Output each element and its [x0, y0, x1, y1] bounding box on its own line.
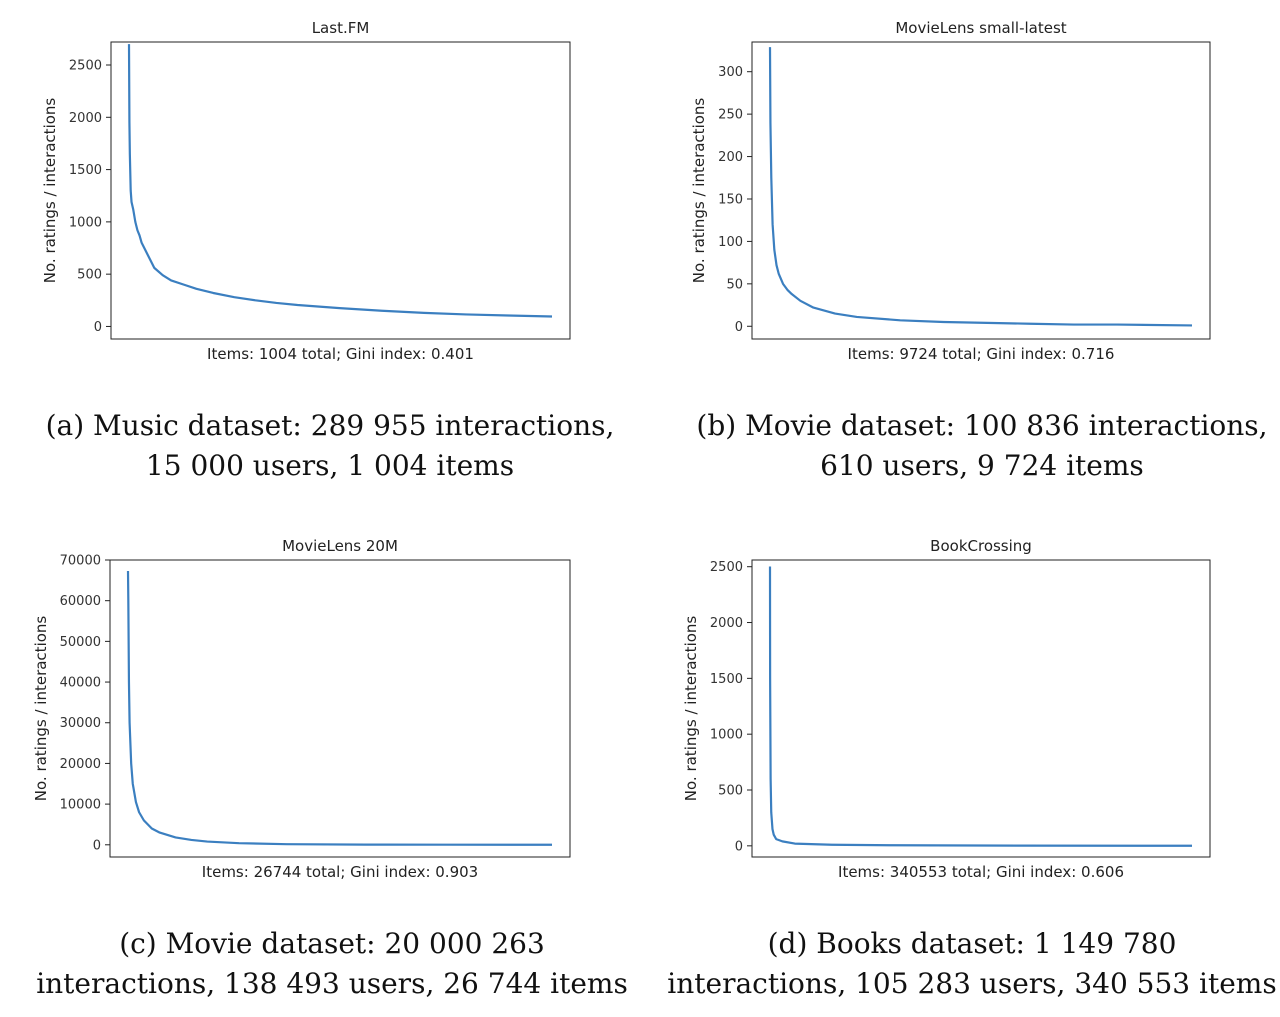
caption-b-line1: (b) Movie dataset: 100 836 interactions,: [696, 409, 1268, 442]
chart-c-ytick-label: 70000: [60, 554, 101, 569]
chart-d: BookCrossing 0 500 1000 1500 2000 2500 No. rati…: [682, 537, 1211, 881]
chart-b-ytick-label: 150: [718, 192, 743, 207]
chart-c: MovieLens 20M 0 10000 20000 30000 40000 50000 6…: [32, 537, 571, 881]
chart-d-ylabel: No. ratings / interactions: [682, 616, 700, 802]
chart-d-series-line: [768, 566, 1192, 847]
chart-d-ytick-label: 2500: [710, 560, 743, 575]
chart-d-title: BookCrossing: [930, 537, 1032, 555]
caption-a-line1: (a) Music dataset: 289 955 interactions,: [45, 409, 615, 442]
chart-b: MovieLens small-latest 0 50 100 150 200 250 300…: [690, 19, 1211, 363]
caption-c-line2: interactions, 138 493 users, 26 744 item…: [36, 967, 628, 1000]
chart-a-xlabel: Items: 1004 total; Gini index: 0.401: [207, 345, 474, 363]
chart-d-ytick-label: 1500: [710, 672, 743, 687]
chart-a-title: Last.FM: [312, 19, 370, 37]
chart-d-xlabel: Items: 340553 total; Gini index: 0.606: [838, 863, 1124, 881]
chart-a-series-line: [127, 44, 553, 318]
caption-a-line2: 15 000 users, 1 004 items: [145, 449, 515, 482]
chart-c-ytick-label: 0: [93, 838, 101, 853]
chart-a-ytick-label: 0: [94, 320, 102, 335]
caption-c-line1: (c) Movie dataset: 20 000 263: [119, 927, 545, 960]
chart-c-ytick-label: 50000: [60, 635, 101, 650]
chart-c-ylabel: No. ratings / interactions: [32, 616, 50, 802]
chart-b-xlabel: Items: 9724 total; Gini index: 0.716: [848, 345, 1115, 363]
chart-b-series-line: [768, 47, 1193, 327]
caption-d-line1: (d) Books dataset: 1 149 780: [767, 927, 1177, 960]
chart-b-ytick-label: 300: [718, 65, 743, 80]
chart-a-frame: [110, 41, 571, 340]
caption-b: (b) Movie dataset: 100 836 interactions,…: [662, 406, 1280, 486]
chart-c-ytick-label: 20000: [60, 757, 101, 772]
chart-c-frame: [109, 559, 571, 858]
chart-a-ytick-label: 1500: [69, 163, 102, 178]
chart-panel-c: MovieLens 20M 0 10000 20000 30000 40000 50000 6…: [0, 520, 640, 1017]
chart-d-ytick-label: 1000: [710, 728, 743, 743]
chart-b-ytick-label: 0: [735, 320, 743, 335]
chart-panel-b: MovieLens small-latest 0 50 100 150 200 250 300…: [640, 0, 1280, 500]
chart-a-ylabel: No. ratings / interactions: [41, 98, 59, 284]
chart-b-ytick-label: 200: [718, 150, 743, 165]
chart-panel-d: BookCrossing 0 500 1000 1500 2000 2500 No. rati…: [640, 520, 1280, 1017]
caption-d: (d) Books dataset: 1 149 780 interaction…: [640, 924, 1280, 1004]
chart-b-ytick-label: 100: [718, 235, 743, 250]
caption-d-line2: interactions, 105 283 users, 340 553 ite…: [667, 967, 1277, 1000]
chart-d-ytick-label: 2000: [710, 616, 743, 631]
chart-b-ylabel: No. ratings / interactions: [690, 98, 708, 284]
chart-c-title: MovieLens 20M: [282, 537, 398, 555]
chart-b-ytick-label: 250: [718, 108, 743, 123]
chart-d-frame: [751, 559, 1211, 858]
chart-b-frame: [751, 41, 1211, 340]
chart-c-xlabel: Items: 26744 total; Gini index: 0.903: [202, 863, 478, 881]
chart-c-series-line: [126, 570, 553, 846]
chart-b-title: MovieLens small-latest: [895, 19, 1066, 37]
chart-c-ytick-label: 60000: [60, 594, 101, 609]
chart-a-ytick-label: 2000: [69, 111, 102, 126]
chart-b-ytick-label: 50: [726, 277, 743, 292]
chart-d-ytick-label: 0: [735, 839, 743, 854]
chart-c-ytick-label: 40000: [60, 676, 101, 691]
chart-panel-a: Last.FM 0 500 1000 1500 2000 2500 No. ratings /…: [0, 0, 640, 500]
chart-a-ytick-label: 500: [77, 268, 102, 283]
chart-d-ytick-label: 500: [718, 784, 743, 799]
chart-c-ytick-label: 10000: [60, 798, 101, 813]
caption-a: (a) Music dataset: 289 955 interactions,…: [0, 406, 660, 486]
chart-a: Last.FM 0 500 1000 1500 2000 2500 No. ratings /…: [41, 19, 571, 363]
chart-a-ytick-label: 1000: [69, 215, 102, 230]
chart-a-ytick-label: 2500: [69, 59, 102, 74]
caption-b-line2: 610 users, 9 724 items: [820, 449, 1144, 482]
caption-c: (c) Movie dataset: 20 000 263 interactio…: [2, 924, 662, 1004]
chart-c-ytick-label: 30000: [60, 716, 101, 731]
